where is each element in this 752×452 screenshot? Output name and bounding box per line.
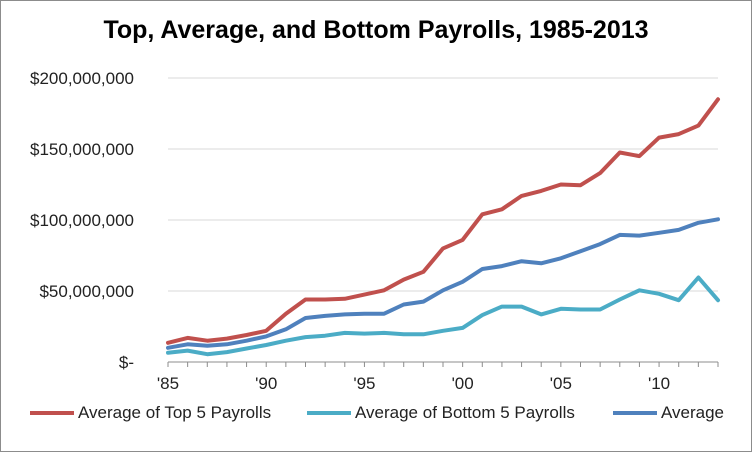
- series-line-average: [166, 217, 720, 350]
- y-tick-label: $-: [119, 353, 134, 372]
- y-tick-label: $50,000,000: [39, 282, 134, 301]
- x-tick-label: '00: [452, 374, 474, 393]
- series-line-top5: [166, 97, 720, 345]
- legend-item-average: Average: [613, 403, 724, 423]
- gridlines: [168, 77, 718, 363]
- legend-label-average: Average: [661, 403, 725, 422]
- legend-item-top5: Average of Top 5 Payrolls: [30, 403, 271, 423]
- y-tick-label: $100,000,000: [30, 211, 134, 230]
- y-axis-ticks: $- $50,000,000 $100,000,000 $150,000,000 $20…: [30, 69, 134, 372]
- legend-item-bottom5: Average of Bottom 5 Payrolls: [307, 403, 575, 423]
- legend-swatch-average: [613, 411, 657, 415]
- x-tick-label: '10: [648, 374, 670, 393]
- legend: Average of Top 5 Payrolls Average of Bot…: [0, 403, 752, 427]
- y-tick-label: $200,000,000: [30, 69, 134, 88]
- series-lines: [166, 97, 720, 357]
- legend-swatch-top5: [30, 411, 74, 415]
- x-tick-label: '90: [255, 374, 277, 393]
- x-tick-label: '95: [353, 374, 375, 393]
- legend-label-top5: Average of Top 5 Payrolls: [78, 403, 272, 422]
- chart-title: Top, Average, and Bottom Payrolls, 1985-…: [103, 16, 649, 44]
- series-line-bottom5: [166, 275, 720, 357]
- legend-swatch-bottom5: [307, 411, 351, 415]
- x-axis-ticks: '85 '90 '95 '00 '05 '10: [157, 362, 719, 393]
- x-tick-label: '05: [550, 374, 572, 393]
- y-tick-label: $150,000,000: [30, 140, 134, 159]
- legend-label-bottom5: Average of Bottom 5 Payrolls: [355, 403, 575, 422]
- x-tick-label: '85: [157, 374, 179, 393]
